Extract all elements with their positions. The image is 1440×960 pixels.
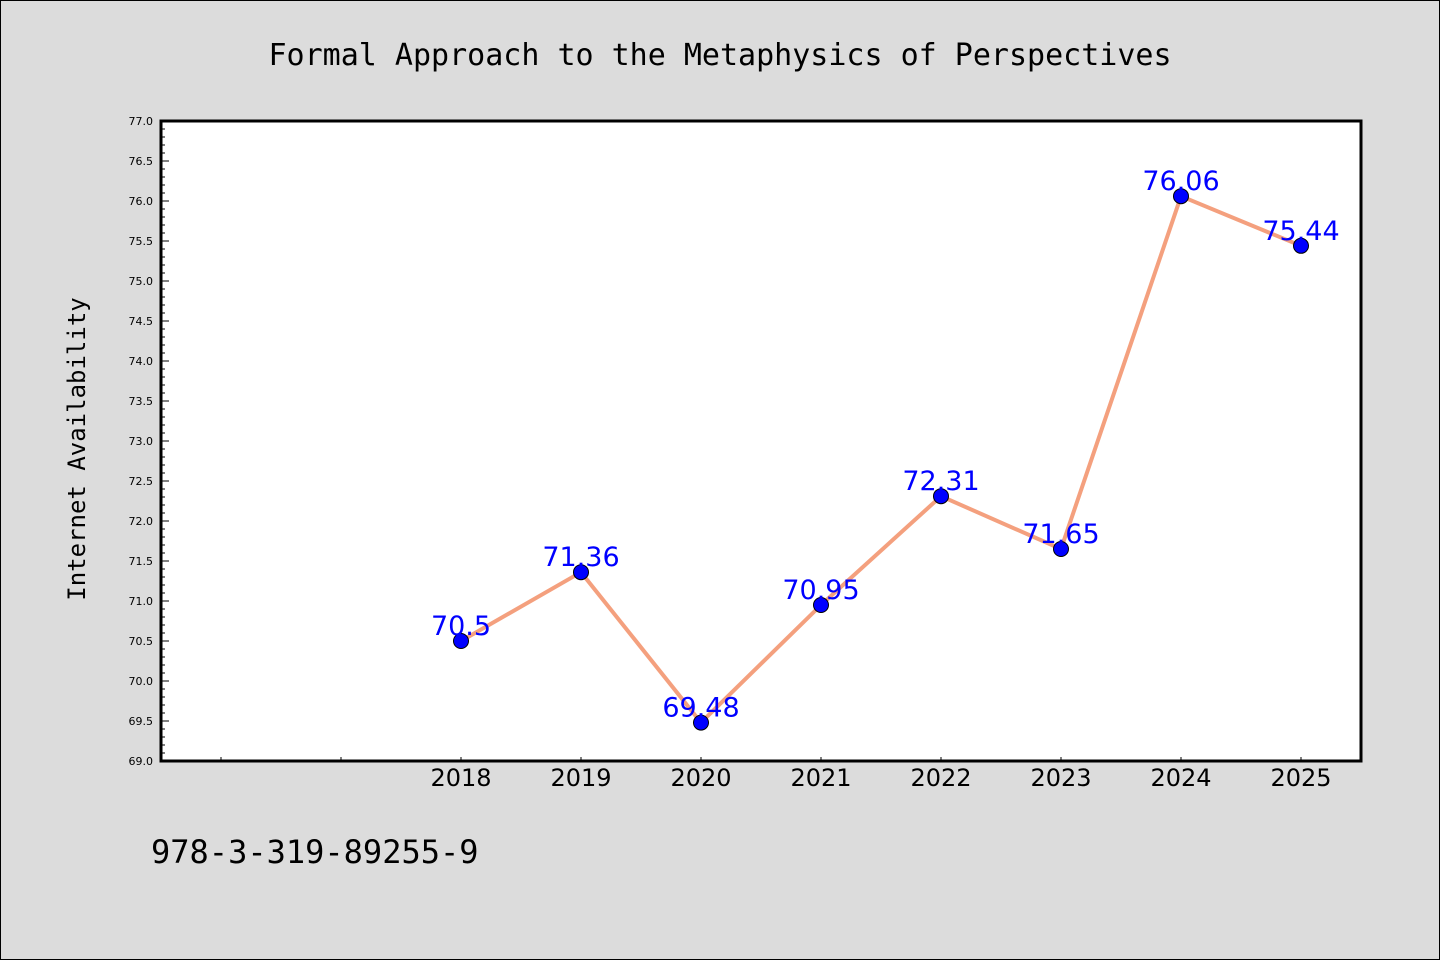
x-tick-label: 2024 bbox=[1150, 764, 1211, 792]
isbn-code: 978-3-319-89255-9 bbox=[151, 833, 479, 871]
x-tick-label: 2018 bbox=[430, 764, 491, 792]
y-tick-label: 73.5 bbox=[129, 395, 154, 408]
x-tick-label: 2020 bbox=[670, 764, 731, 792]
data-label: 71.36 bbox=[542, 542, 619, 573]
data-label: 71.65 bbox=[1022, 519, 1099, 550]
data-label: 72.31 bbox=[902, 466, 979, 497]
data-point-marker bbox=[1053, 541, 1069, 557]
y-tick-label: 70.5 bbox=[129, 635, 154, 648]
data-point-marker bbox=[813, 597, 829, 613]
data-point-marker bbox=[573, 564, 589, 581]
y-tick-label: 72.5 bbox=[129, 475, 154, 488]
chart-title: Formal Approach to the Metaphysics of Pe… bbox=[268, 38, 1171, 73]
x-tick-label: 2025 bbox=[1270, 764, 1331, 792]
y-tick-label: 74.0 bbox=[129, 355, 154, 368]
y-tick-label: 76.0 bbox=[129, 195, 154, 208]
data-label: 75.44 bbox=[1262, 216, 1339, 247]
data-point-marker bbox=[693, 714, 709, 731]
series-line-group bbox=[460, 194, 1302, 725]
data-labels: 70.5 71.36 69.48 70.95 72.31 71.65 76.06 75.44 bbox=[431, 166, 1340, 723]
plot-area bbox=[159, 119, 1363, 763]
x-tick-label: 2019 bbox=[550, 764, 611, 792]
x-tick-label: 2021 bbox=[790, 764, 851, 792]
data-label: 76.06 bbox=[1142, 166, 1219, 197]
data-point-marker bbox=[453, 633, 469, 649]
y-tick-label: 69.5 bbox=[129, 715, 154, 728]
y-tick-label: 76.5 bbox=[129, 155, 154, 168]
y-tick-label: 70.0 bbox=[129, 675, 154, 688]
data-label: 69.48 bbox=[662, 693, 739, 724]
data-point-marker bbox=[933, 488, 949, 505]
data-point-marker bbox=[1293, 237, 1309, 254]
series-line bbox=[460, 194, 1302, 725]
x-tick-label: 2023 bbox=[1030, 764, 1091, 792]
y-tick-label: 71.5 bbox=[129, 555, 154, 568]
y-axis-label: Internet Availability bbox=[63, 297, 91, 600]
y-axis-ticks: 69.0 69.5 70.0 70.5 71.0 71.5 72.0 72.5 73.0 73.5… bbox=[129, 115, 169, 768]
x-axis-ticks: 2018 2019 2020 2021 2022 2023 2024 2025 bbox=[220, 757, 1332, 792]
y-tick-label: 77.0 bbox=[129, 115, 154, 128]
y-tick-label: 69.0 bbox=[129, 755, 154, 768]
data-markers bbox=[453, 188, 1309, 731]
data-label: 70.95 bbox=[782, 575, 859, 606]
y-tick-label: 75.0 bbox=[129, 275, 154, 288]
y-tick-label: 72.0 bbox=[129, 515, 154, 528]
y-tick-label: 71.0 bbox=[129, 595, 154, 608]
y-tick-label: 74.5 bbox=[129, 315, 154, 328]
x-tick-label: 2022 bbox=[910, 764, 971, 792]
y-tick-label: 73.0 bbox=[129, 435, 154, 448]
data-label: 70.5 bbox=[431, 611, 491, 642]
y-tick-label: 75.5 bbox=[129, 235, 154, 248]
data-point-marker bbox=[1173, 188, 1189, 205]
